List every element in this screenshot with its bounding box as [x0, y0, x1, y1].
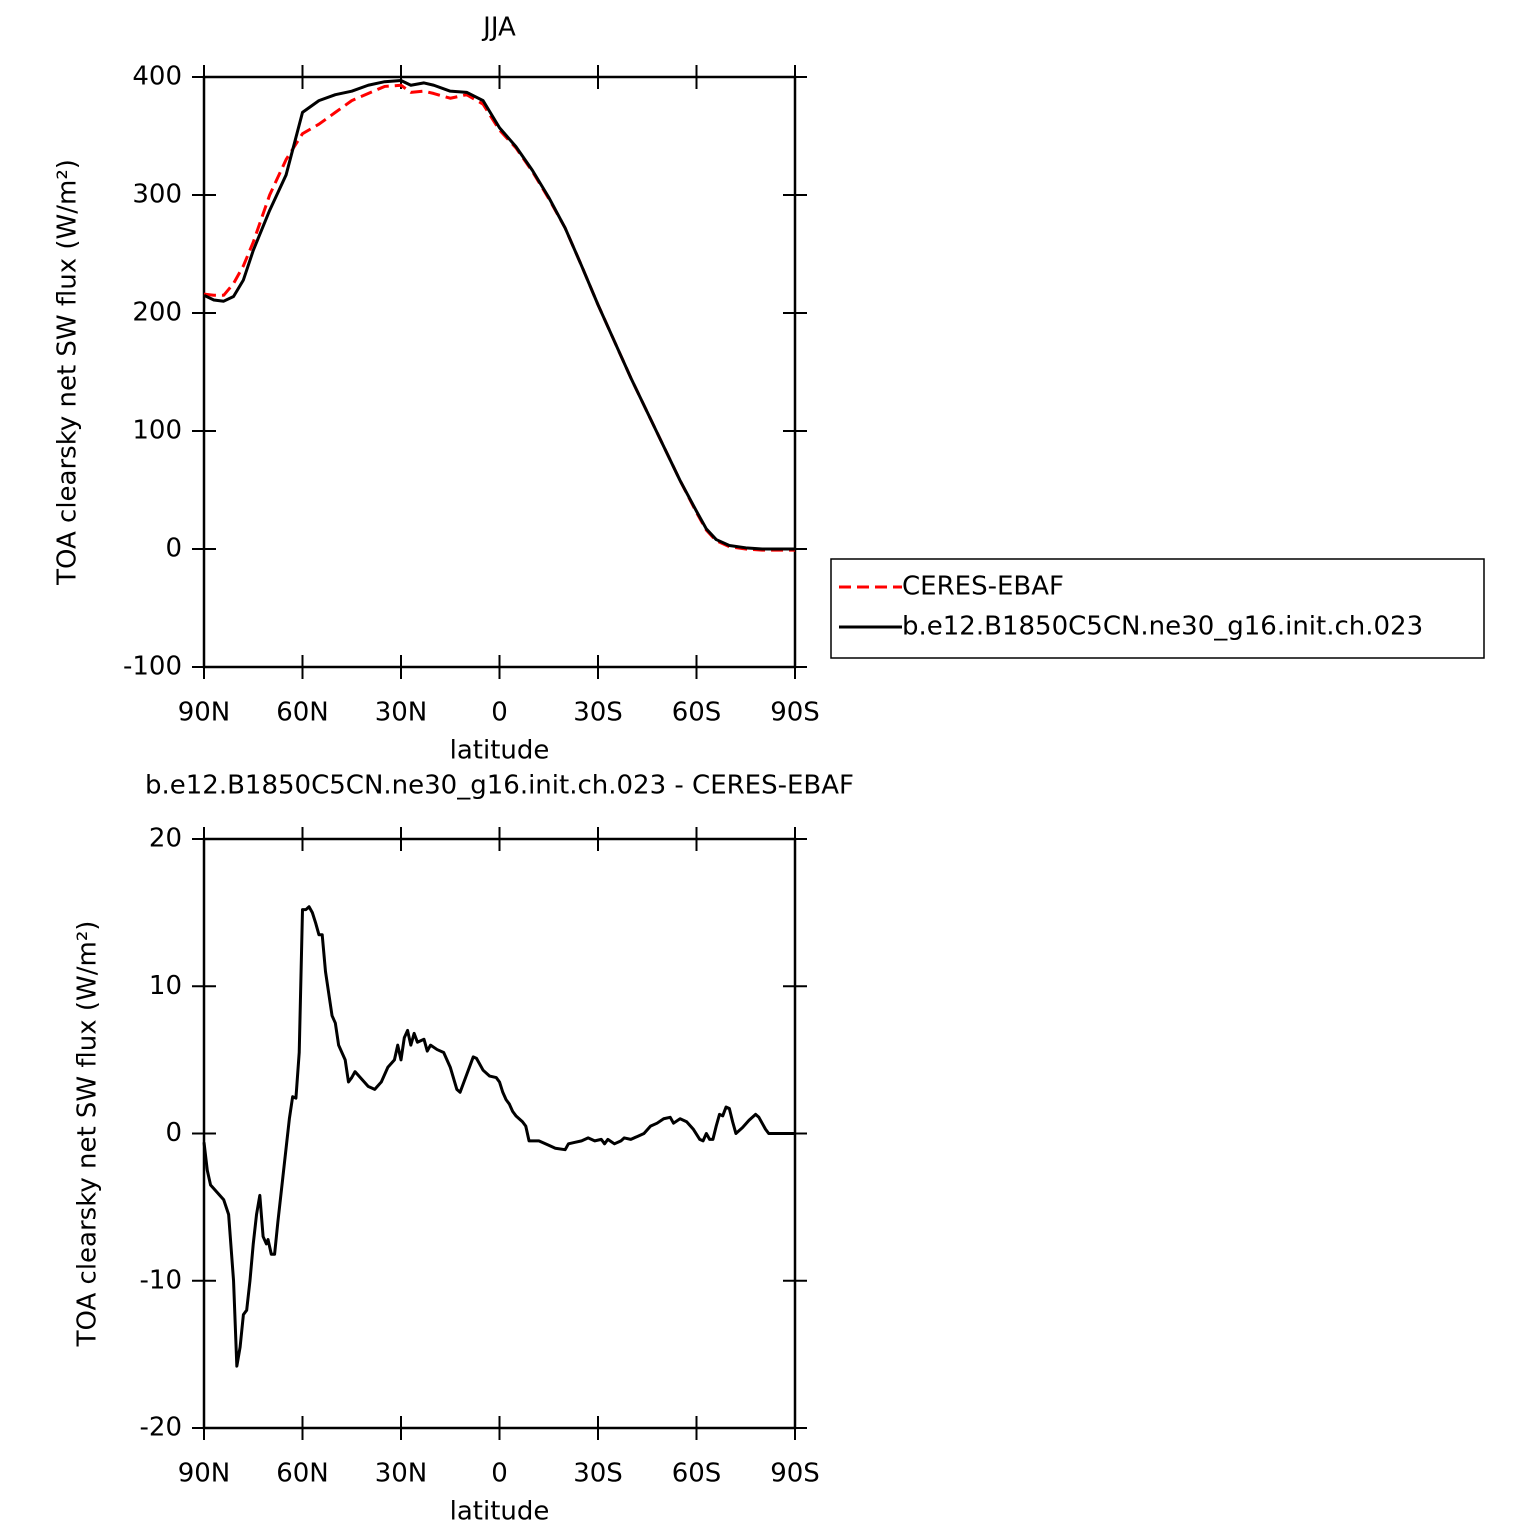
x-tick-label: 0: [491, 1459, 508, 1489]
x-tick-label: 90N: [178, 1459, 231, 1489]
y-tick-label: 100: [132, 416, 182, 446]
plot-frame: [202, 75, 797, 669]
y-tick-label: 200: [132, 298, 182, 328]
y-tick-label: 0: [165, 1118, 182, 1148]
x-tick-label: 60N: [276, 1459, 329, 1489]
x-tick-label: 0: [491, 698, 508, 728]
x-tick-label: 60S: [672, 698, 722, 728]
x-tick-label: 60S: [672, 1459, 722, 1489]
data-line: [203, 79, 795, 551]
y-tick-label: 400: [132, 62, 182, 92]
y-tick-label: 300: [132, 180, 182, 210]
legend-box: [830, 558, 1485, 659]
y-tick-label: 10: [149, 971, 182, 1001]
y-tick-label: 20: [149, 824, 182, 854]
data-line: [202, 905, 795, 1368]
y-tick-label: 0: [165, 534, 182, 564]
y-tick-label: -100: [123, 652, 182, 682]
x-tick-label: 90N: [178, 698, 231, 728]
y-axis-label: TOA clearsky net SW flux (W/m²): [73, 921, 103, 1348]
chart-title: JJA: [481, 13, 516, 43]
y-tick-label: -10: [140, 1265, 182, 1295]
legend-label: CERES-EBAF: [902, 572, 1064, 602]
legend-label: b.e12.B1850C5CN.ne30_g16.init.ch.023: [902, 612, 1423, 642]
x-tick-label: 90S: [770, 1459, 820, 1489]
chart-title: b.e12.B1850C5CN.ne30_g16.init.ch.023 - C…: [145, 771, 854, 801]
x-axis-label: latitude: [450, 1497, 550, 1527]
y-tick-label: -20: [140, 1413, 182, 1443]
x-tick-label: 60N: [276, 698, 329, 728]
x-tick-label: 30N: [375, 698, 428, 728]
x-axis-label: latitude: [450, 736, 550, 766]
x-tick-label: 30S: [573, 1459, 623, 1489]
x-tick-label: 90S: [770, 698, 820, 728]
y-axis-label: TOA clearsky net SW flux (W/m²): [53, 159, 83, 586]
x-tick-label: 30S: [573, 698, 623, 728]
x-tick-label: 30N: [375, 1459, 428, 1489]
